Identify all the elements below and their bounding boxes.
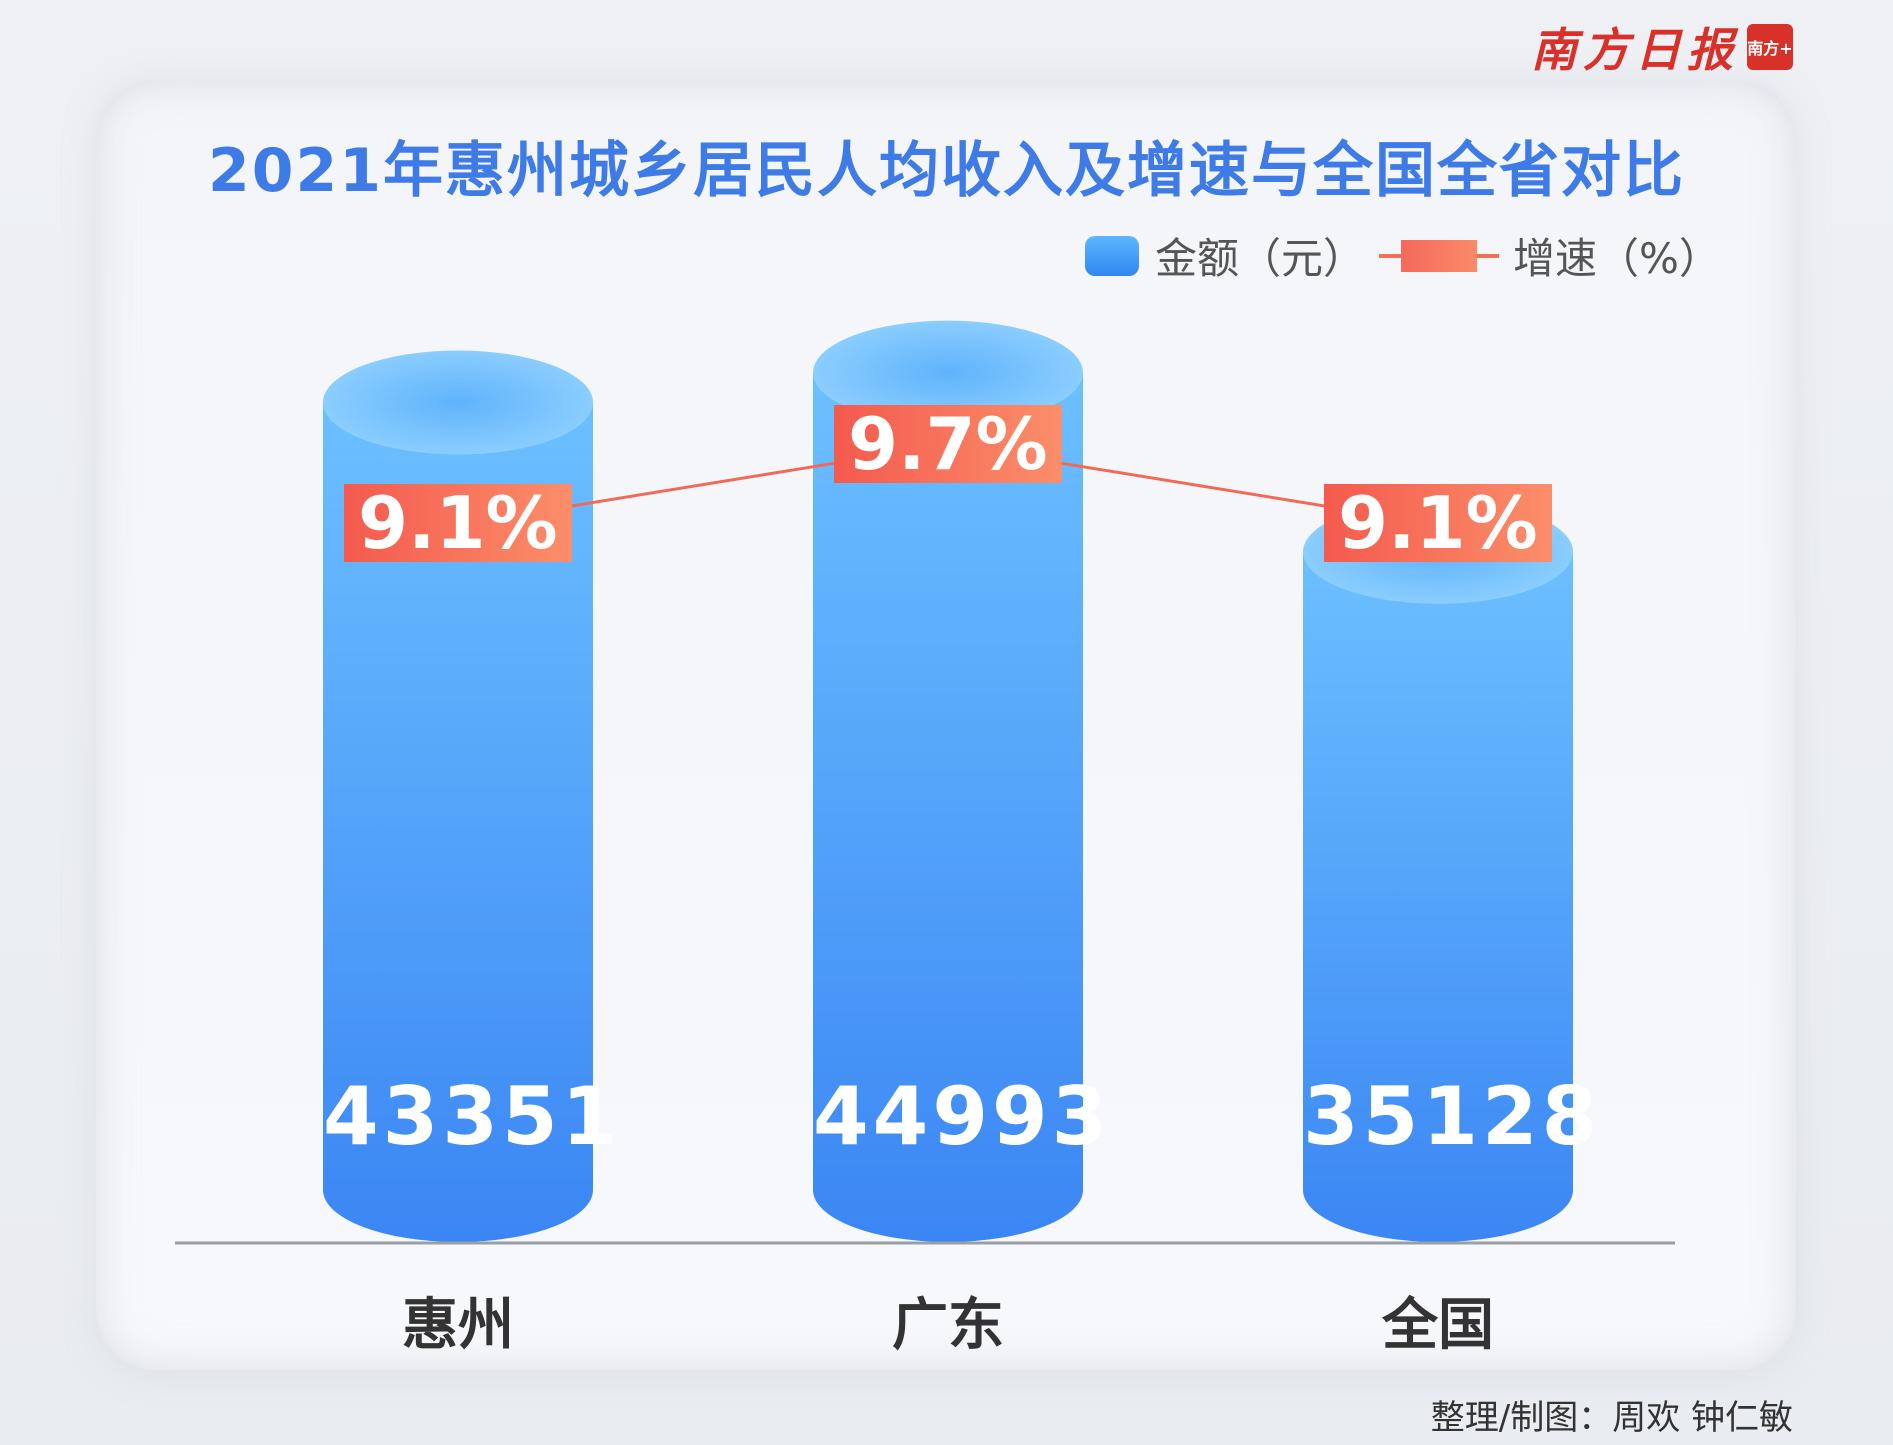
bar-广东 bbox=[813, 320, 1083, 1242]
legend-line-swatch-icon bbox=[1379, 236, 1500, 276]
growth-rate-label: 9.1% bbox=[344, 484, 572, 563]
legend-label-amount: 金额（元） bbox=[1155, 234, 1366, 283]
bar-value-label: 35128 bbox=[1303, 1070, 1602, 1163]
category-label: 广东 bbox=[892, 1293, 1004, 1358]
bar-value-label: 43351 bbox=[323, 1070, 622, 1163]
category-label: 全国 bbox=[1382, 1293, 1494, 1358]
growth-rate-label: 9.7% bbox=[834, 404, 1062, 483]
bar-value-label: 44993 bbox=[813, 1070, 1112, 1163]
legend-label-growth: 增速（%） bbox=[1513, 234, 1721, 283]
chart-title: 2021年惠州城乡居民人均收入及增速与全国全省对比 bbox=[208, 136, 1685, 206]
credit-text: 整理/制图：周欢 钟仁敏 bbox=[1430, 1398, 1793, 1438]
legend-bar-swatch-icon bbox=[1085, 235, 1139, 276]
logo-badge-icon: 南方+ bbox=[1747, 24, 1793, 70]
bar-惠州 bbox=[323, 350, 593, 1242]
newspaper-logo: 南方日报 南方+ bbox=[1531, 14, 1793, 80]
category-label: 惠州 bbox=[402, 1293, 514, 1358]
logo-text: 南方日报 bbox=[1531, 23, 1739, 77]
chart-legend: 金额（元） 增速（%） bbox=[1085, 225, 1721, 286]
growth-rate-label: 9.1% bbox=[1324, 484, 1552, 563]
